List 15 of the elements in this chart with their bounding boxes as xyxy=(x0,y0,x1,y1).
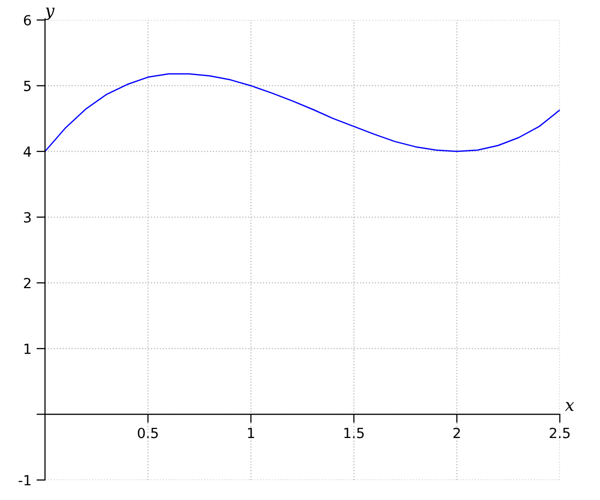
y-tick-label: -1 xyxy=(18,475,31,486)
x-tick-label: 1 xyxy=(248,428,254,438)
y-tick-label: 1 xyxy=(24,344,31,354)
x-axis-title: x xyxy=(564,402,574,411)
x-tick-label: 2.5 xyxy=(550,428,570,438)
y-axis-title: y xyxy=(44,8,55,20)
x-tick-label: 1.5 xyxy=(344,428,364,438)
y-tick-label: 6 xyxy=(24,14,31,26)
y-tick-label: 5 xyxy=(24,80,31,92)
x-tick-label: 0.5 xyxy=(138,428,158,438)
line-series xyxy=(45,73,560,152)
y-tick-label: 4 xyxy=(24,146,32,157)
x-tick-label: 2 xyxy=(453,428,460,438)
y-tick-label: 3 xyxy=(24,212,31,223)
y-tick-label: 2 xyxy=(24,278,30,288)
